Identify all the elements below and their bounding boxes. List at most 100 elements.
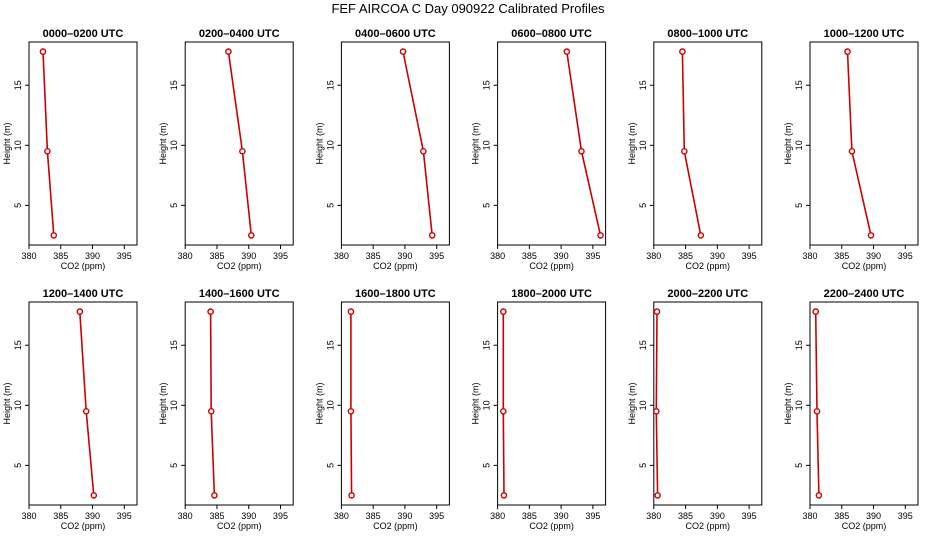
x-tick-label: 395 — [898, 251, 913, 261]
panel-title: 1600–1800 UTC — [355, 288, 436, 300]
profile-line — [79, 311, 95, 496]
x-tick-label: 390 — [241, 511, 256, 521]
data-point — [679, 48, 686, 55]
x-tick-label: 380 — [646, 511, 661, 521]
x-axis-label: CO2 (ppm) — [217, 261, 262, 271]
profile-line — [566, 51, 602, 236]
x-tick-label: 390 — [866, 511, 881, 521]
data-point — [211, 492, 218, 499]
panel-title: 1800–2000 UTC — [511, 288, 592, 300]
x-tick-label: 380 — [334, 251, 349, 261]
panel-title: 1200–1400 UTC — [43, 288, 124, 300]
panel-title: 0600–0800 UTC — [511, 28, 592, 40]
data-point — [867, 232, 875, 239]
data-point — [348, 492, 355, 499]
x-tick-label: 395 — [273, 511, 288, 521]
y-tick-label: 5 — [794, 203, 804, 208]
y-tick-label: 5 — [482, 203, 492, 208]
x-tick-label: 385 — [678, 251, 693, 261]
x-tick-label: 390 — [866, 251, 881, 261]
data-point — [50, 232, 58, 239]
data-point — [239, 148, 246, 155]
plot-frame — [340, 301, 450, 506]
plot-frame — [184, 301, 294, 506]
x-tick-label: 395 — [429, 511, 444, 521]
y-tick-label: 10 — [794, 140, 804, 150]
y-tick-label: 10 — [325, 400, 335, 410]
plot-frame — [497, 301, 607, 506]
data-point — [563, 48, 571, 55]
data-point — [597, 232, 604, 239]
panel-title: 1000–1200 UTC — [824, 28, 905, 40]
x-tick-label: 390 — [85, 511, 100, 521]
panel-2: 0200–0400 UTC 380 385 390 395 CO2 (ppm) 5 10 15 H… — [158, 28, 294, 271]
data-point — [347, 308, 355, 315]
x-axis-label: CO2 (ppm) — [217, 521, 262, 531]
y-tick-label: 15 — [325, 340, 335, 350]
x-tick-label: 390 — [397, 251, 412, 261]
data-point — [500, 492, 508, 499]
y-tick-label: 5 — [13, 203, 23, 208]
y-tick-label: 5 — [325, 463, 335, 468]
y-tick-label: 5 — [169, 203, 179, 208]
y-axis-label: Height (m) — [158, 122, 168, 164]
y-tick-label: 15 — [13, 80, 23, 90]
data-point — [207, 408, 215, 415]
plot-frame — [340, 41, 450, 246]
x-tick-label: 395 — [898, 511, 913, 521]
x-tick-label: 395 — [585, 251, 600, 261]
y-tick-label: 10 — [482, 400, 492, 410]
profile-line — [227, 51, 253, 236]
data-point — [812, 308, 820, 315]
profile-line — [402, 51, 433, 236]
x-axis-label: CO2 (ppm) — [373, 261, 418, 271]
y-axis-label: Height (m) — [627, 382, 637, 424]
x-tick-label: 385 — [678, 511, 693, 521]
x-tick-label: 380 — [21, 251, 36, 261]
plot-frame — [184, 41, 294, 246]
panel-8: 1400–1600 UTC 380 385 390 395 CO2 (ppm) 5 10 15 H… — [158, 288, 294, 531]
x-tick-label: 390 — [85, 251, 100, 261]
y-tick-label: 15 — [13, 340, 23, 350]
x-tick-label: 390 — [710, 511, 725, 521]
x-tick-label: 390 — [241, 251, 256, 261]
x-tick-label: 385 — [522, 251, 537, 261]
y-tick-label: 5 — [794, 463, 804, 468]
x-tick-label: 395 — [742, 251, 757, 261]
data-point — [500, 308, 507, 315]
x-tick-label: 385 — [834, 251, 849, 261]
y-tick-label: 15 — [638, 340, 648, 350]
data-point — [44, 148, 51, 155]
data-point — [653, 308, 661, 315]
plot-frame — [653, 41, 763, 246]
profile-line — [209, 311, 216, 496]
x-tick-label: 385 — [834, 511, 849, 521]
y-axis-label: Height (m) — [2, 122, 12, 164]
y-axis-label: Height (m) — [783, 382, 793, 424]
plot-frame — [653, 301, 763, 506]
y-tick-label: 15 — [325, 80, 335, 90]
data-point — [39, 48, 47, 55]
x-axis-label: CO2 (ppm) — [529, 261, 574, 271]
panel-3: 0400–0600 UTC 380 385 390 395 CO2 (ppm) 5 10 15 H… — [314, 28, 450, 271]
y-axis-label: Height (m) — [471, 382, 481, 424]
data-point — [680, 148, 688, 155]
y-tick-label: 5 — [482, 463, 492, 468]
plot-frame — [28, 301, 138, 506]
plot-frame — [497, 41, 607, 246]
x-tick-label: 380 — [646, 251, 661, 261]
data-point — [578, 148, 585, 155]
y-tick-label: 5 — [638, 463, 648, 468]
panel-title: 1400–1600 UTC — [199, 288, 280, 300]
y-tick-label: 10 — [794, 400, 804, 410]
y-tick-label: 15 — [482, 340, 492, 350]
data-point — [82, 408, 90, 415]
x-tick-label: 390 — [554, 511, 569, 521]
x-tick-label: 395 — [429, 251, 444, 261]
x-axis-label: CO2 (ppm) — [529, 521, 574, 531]
panel-4: 0600–0800 UTC 380 385 390 395 CO2 (ppm) 5 10 15 H… — [471, 28, 607, 271]
y-tick-label: 10 — [13, 140, 23, 150]
panel-5: 0800–1000 UTC 380 385 390 395 CO2 (ppm) 5 10 15 H… — [627, 28, 763, 271]
x-tick-label: 385 — [53, 511, 68, 521]
